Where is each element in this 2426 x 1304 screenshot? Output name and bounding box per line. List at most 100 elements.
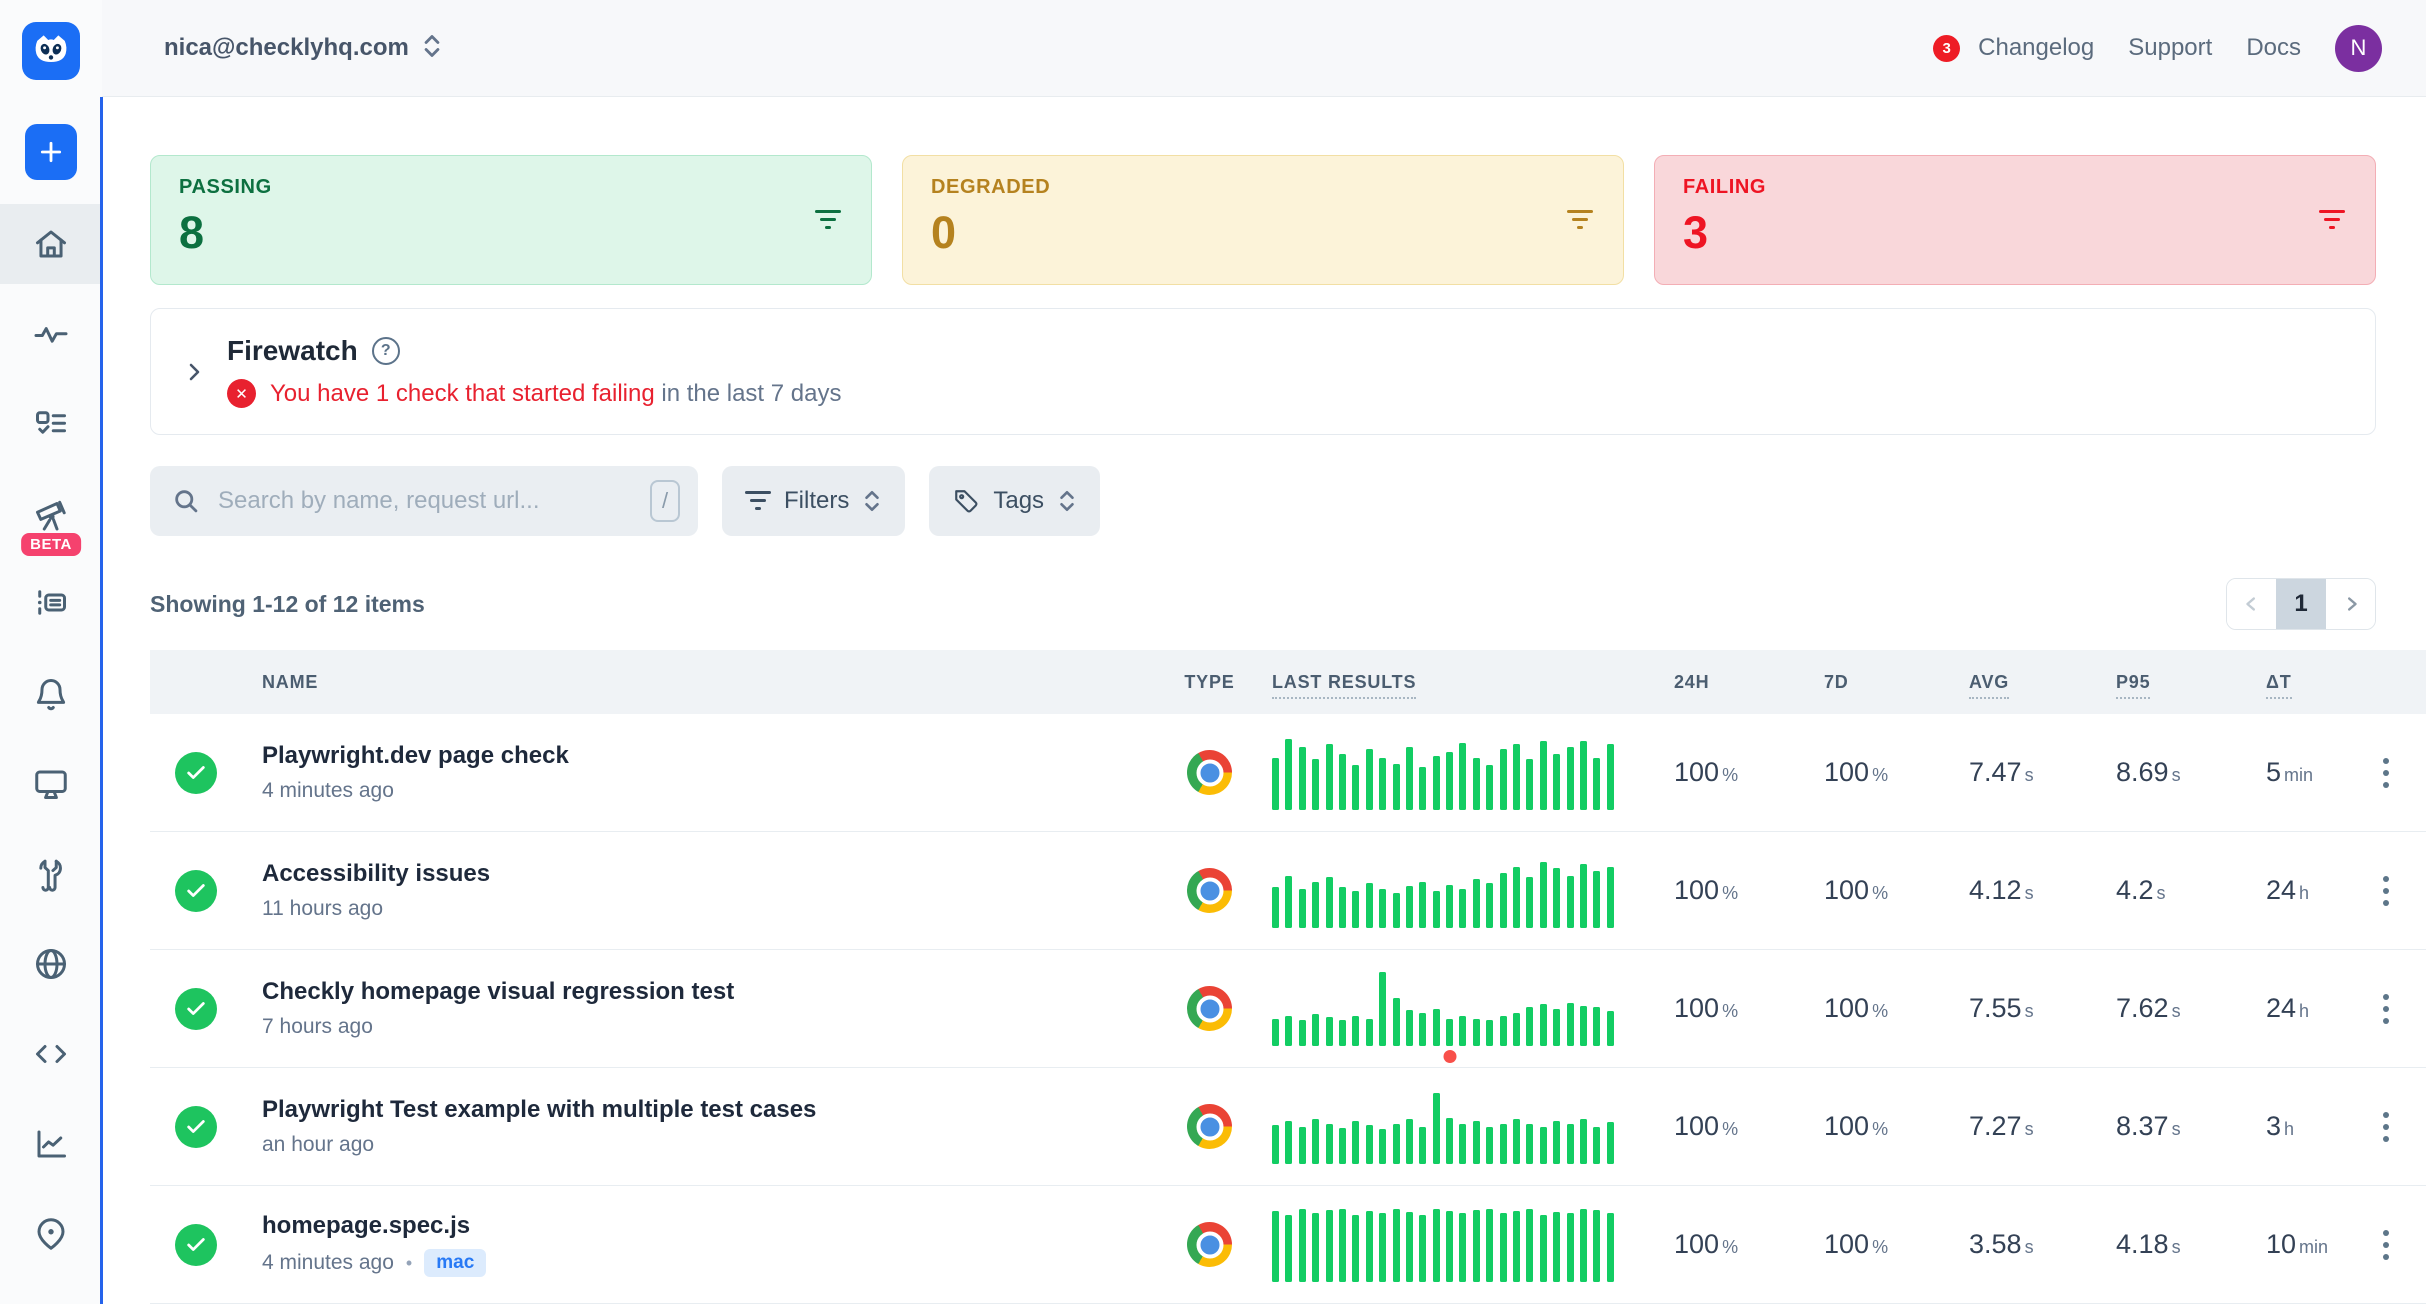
result-bar[interactable] (1539, 1214, 1547, 1282)
result-bar[interactable] (1379, 1129, 1387, 1164)
result-bar[interactable] (1526, 877, 1534, 928)
result-bar[interactable] (1443, 1018, 1457, 1063)
sidebar-item-maintenance[interactable] (0, 834, 102, 914)
result-bar[interactable] (1365, 1018, 1373, 1046)
result-bar[interactable] (1513, 1012, 1521, 1046)
table-row[interactable]: homepage.spec.js 4 minutes ago • mac 100… (150, 1186, 2426, 1304)
result-bar[interactable] (1419, 881, 1427, 928)
result-bar[interactable] (1579, 1119, 1587, 1164)
result-bar[interactable] (1338, 1208, 1346, 1282)
result-bar[interactable] (1419, 766, 1427, 810)
help-icon[interactable]: ? (371, 337, 400, 365)
result-bar[interactable] (1539, 1004, 1547, 1046)
row-menu-button[interactable] (2366, 985, 2406, 1033)
result-bar[interactable] (1365, 883, 1373, 928)
result-bar[interactable] (1606, 1213, 1614, 1282)
result-bar[interactable] (1579, 1005, 1587, 1046)
account-switcher[interactable]: nica@checklyhq.com (164, 33, 443, 64)
result-bar[interactable] (1566, 746, 1574, 810)
nav-changelog-link[interactable]: Changelog (1978, 34, 2095, 61)
tags-button[interactable]: Tags (929, 466, 1101, 536)
result-bar[interactable] (1566, 1002, 1574, 1046)
result-bar[interactable] (1338, 886, 1346, 928)
result-bar[interactable] (1472, 1120, 1480, 1164)
result-bar[interactable] (1606, 744, 1614, 810)
result-bar[interactable] (1513, 1119, 1521, 1164)
result-bar[interactable] (1606, 1011, 1614, 1046)
result-bar[interactable] (1513, 866, 1521, 928)
sidebar-item-private-locations[interactable] (0, 1194, 102, 1274)
sidebar-item-explore-beta[interactable]: BETA (0, 474, 102, 556)
results-bar-chart[interactable] (1272, 1090, 1617, 1164)
result-bar[interactable] (1606, 1122, 1614, 1164)
results-bar-chart[interactable] (1272, 971, 1617, 1063)
result-bar[interactable] (1272, 1018, 1279, 1046)
result-bar[interactable] (1312, 881, 1320, 928)
user-avatar[interactable]: N (2335, 24, 2382, 72)
result-bar[interactable] (1526, 1123, 1534, 1164)
result-bar[interactable] (1499, 872, 1507, 928)
result-bar[interactable] (1379, 971, 1387, 1046)
result-bar[interactable] (1446, 1211, 1454, 1282)
result-bar[interactable] (1553, 1211, 1561, 1282)
filter-icon[interactable] (2319, 210, 2345, 230)
filter-icon[interactable] (815, 210, 841, 230)
result-bar[interactable] (1459, 1123, 1467, 1164)
result-bar[interactable] (1566, 875, 1574, 928)
result-bar[interactable] (1285, 875, 1293, 928)
result-bar[interactable] (1459, 1015, 1467, 1046)
result-bar[interactable] (1486, 1020, 1494, 1046)
filters-button[interactable]: Filters (722, 466, 906, 536)
result-bar[interactable] (1298, 746, 1306, 810)
result-bar[interactable] (1593, 757, 1601, 810)
result-bar[interactable] (1325, 1123, 1333, 1164)
current-page[interactable]: 1 (2276, 579, 2326, 629)
result-bar[interactable] (1405, 1009, 1413, 1046)
result-bar[interactable] (1365, 1125, 1373, 1164)
result-bar[interactable] (1606, 866, 1614, 928)
results-bar-chart[interactable] (1272, 854, 1617, 928)
column-last-results[interactable]: LAST RESULTS (1257, 671, 1622, 699)
checkly-logo[interactable] (22, 22, 80, 80)
result-bar[interactable] (1499, 748, 1507, 810)
result-bar[interactable] (1593, 1210, 1601, 1282)
next-page-button[interactable] (2326, 579, 2375, 629)
result-bar[interactable] (1432, 756, 1440, 810)
sidebar-item-insights[interactable] (0, 1104, 102, 1184)
result-bar[interactable] (1553, 868, 1561, 928)
result-bar[interactable] (1419, 1126, 1427, 1164)
result-bar[interactable] (1513, 1211, 1521, 1282)
result-bar[interactable] (1553, 1008, 1561, 1046)
result-bar[interactable] (1392, 1123, 1400, 1164)
result-bar[interactable] (1298, 1020, 1306, 1046)
result-bar[interactable] (1312, 1213, 1320, 1282)
search-box[interactable]: / (150, 466, 698, 536)
result-bar[interactable] (1553, 754, 1561, 810)
result-bar[interactable] (1392, 1208, 1400, 1282)
result-bar[interactable] (1272, 1125, 1279, 1164)
result-bar[interactable] (1325, 1017, 1333, 1046)
result-bar[interactable] (1338, 1127, 1346, 1164)
result-bar[interactable] (1285, 1120, 1293, 1164)
result-bar[interactable] (1539, 741, 1547, 810)
result-bar[interactable] (1379, 889, 1387, 928)
check-name[interactable]: Playwright Test example with multiple te… (262, 1096, 817, 1123)
result-bar[interactable] (1419, 1012, 1427, 1046)
result-bar[interactable] (1539, 862, 1547, 928)
result-bar[interactable] (1593, 1126, 1601, 1164)
result-bar[interactable] (1405, 886, 1413, 928)
result-bar[interactable] (1352, 765, 1360, 810)
result-bar[interactable] (1566, 1123, 1574, 1164)
result-bar[interactable] (1472, 757, 1480, 810)
check-name[interactable]: homepage.spec.js (262, 1212, 471, 1239)
result-bar[interactable] (1539, 1126, 1547, 1164)
result-bar[interactable] (1446, 1117, 1454, 1164)
check-name[interactable]: Checkly homepage visual regression test (262, 978, 735, 1005)
result-bar[interactable] (1312, 759, 1320, 810)
result-bar[interactable] (1499, 1123, 1507, 1164)
table-row[interactable]: Playwright Test example with multiple te… (150, 1068, 2426, 1186)
result-bar[interactable] (1405, 746, 1413, 810)
result-bar[interactable] (1272, 886, 1279, 928)
sidebar-item-alerts[interactable] (0, 654, 102, 734)
result-bar[interactable] (1432, 1208, 1440, 1282)
